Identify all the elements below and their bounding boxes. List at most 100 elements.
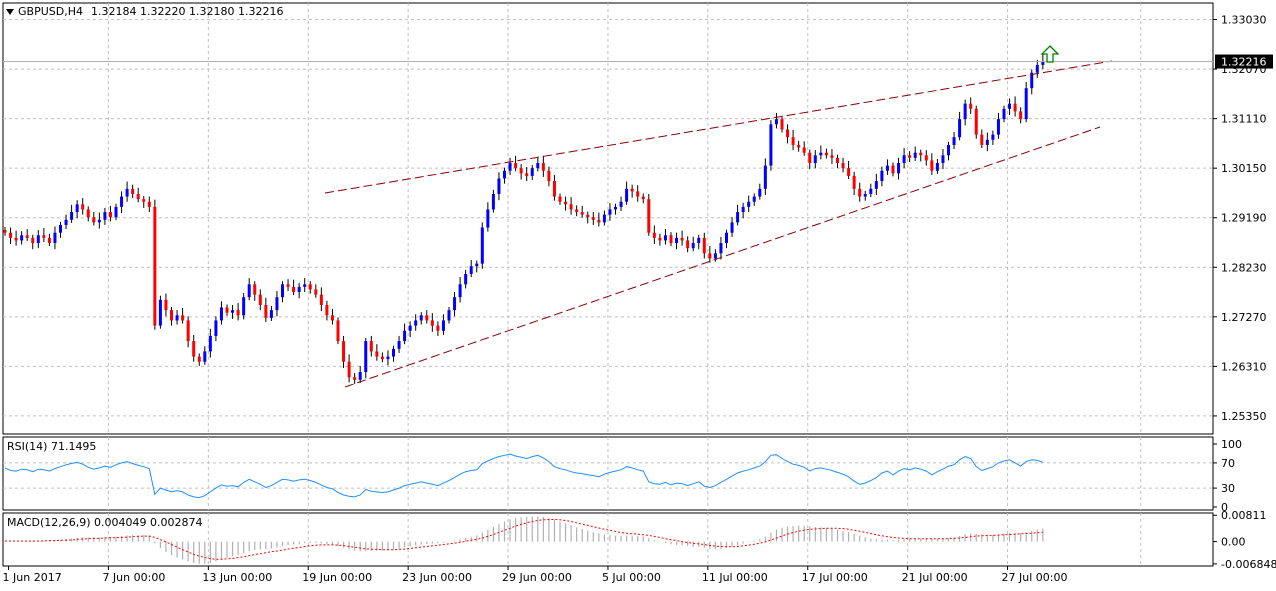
current-price-label: 1.32216 <box>1221 56 1267 69</box>
candle-body <box>64 219 68 225</box>
candle-body <box>380 356 384 360</box>
candle-body <box>275 297 279 311</box>
candle-body <box>397 341 401 349</box>
x-tick-label: 27 Jul 00:00 <box>1002 571 1068 584</box>
x-tick-label: 1 Jun 2017 <box>3 571 62 584</box>
price-tick-label: 1.33030 <box>1221 14 1267 27</box>
candle-body <box>847 168 851 176</box>
candle-body <box>791 137 795 145</box>
candle-body <box>419 315 423 321</box>
candle-body <box>253 284 257 295</box>
candle-body <box>308 284 312 290</box>
candle-body <box>147 201 151 207</box>
candle-body <box>919 152 923 156</box>
candle-body <box>297 286 301 293</box>
x-tick-label: 13 Jun 00:00 <box>202 571 272 584</box>
candle-body <box>392 348 395 357</box>
candle-body <box>192 341 196 357</box>
candle-body <box>841 163 845 169</box>
candle-body <box>353 377 357 380</box>
candle-body <box>652 232 656 238</box>
candle-body <box>108 212 112 218</box>
candle-body <box>142 199 146 202</box>
candle-body <box>347 361 351 378</box>
candle-body <box>208 335 212 352</box>
candle-body <box>891 165 895 174</box>
candle-body <box>480 227 484 264</box>
candle-body <box>680 237 684 241</box>
rsi-tick-label: 100 <box>1221 438 1242 451</box>
candle-body <box>75 204 79 213</box>
candle-body <box>242 297 246 316</box>
macd-tick-label: 0.00811 <box>1221 509 1267 522</box>
candle-body <box>702 237 706 254</box>
price-tick-label: 1.31110 <box>1221 113 1267 126</box>
candle-body <box>1035 64 1039 73</box>
candle-body <box>264 304 268 318</box>
candle-body <box>719 243 723 254</box>
candle-body <box>42 235 46 238</box>
candle-body <box>97 219 101 223</box>
candle-body <box>641 196 645 200</box>
candle-body <box>158 299 162 326</box>
candle-body <box>175 315 179 321</box>
candle-body <box>403 330 407 342</box>
candle-body <box>170 310 173 321</box>
candle-body <box>358 372 362 380</box>
candle-body <box>669 235 673 244</box>
rsi-line <box>4 453 1043 499</box>
candle-body <box>131 188 135 194</box>
price-tick-label: 1.32070 <box>1221 63 1267 76</box>
candle-body <box>863 193 867 197</box>
candle-body <box>36 235 40 244</box>
candle-body <box>1024 88 1028 120</box>
candle-body <box>314 289 318 295</box>
candle-body <box>763 165 767 189</box>
candle-body <box>375 351 379 357</box>
candle-body <box>342 341 346 362</box>
candle-body <box>980 134 984 145</box>
candle-body <box>713 253 717 259</box>
candle-body <box>164 299 168 311</box>
candle-body <box>336 320 340 342</box>
candle-body <box>219 307 223 321</box>
candle-body <box>1041 61 1045 65</box>
candle-body <box>430 320 434 326</box>
candle-body <box>597 219 601 223</box>
candle-body <box>114 206 118 218</box>
candle-body <box>103 212 107 220</box>
candle-body <box>769 124 773 166</box>
x-tick-label: 17 Jul 00:00 <box>802 571 868 584</box>
candle-body <box>386 356 390 360</box>
candle-body <box>725 232 728 244</box>
candle-body <box>630 188 634 192</box>
candle-body <box>885 165 889 171</box>
macd-tick-label: -0.006848 <box>1221 558 1276 571</box>
candle-body <box>125 188 129 197</box>
candle-body <box>547 170 551 182</box>
x-tick-label: 5 Jul 00:00 <box>602 571 661 584</box>
candle-body <box>92 217 96 223</box>
ohlc-readout: 1.32184 1.32220 1.32180 1.32216 <box>91 5 283 18</box>
candle-body <box>958 119 962 138</box>
candle-body <box>836 157 839 164</box>
price-tick-label: 1.27270 <box>1221 311 1267 324</box>
candle-body <box>369 341 373 352</box>
lower-trendline <box>344 126 1101 388</box>
candle-body <box>319 294 323 305</box>
x-tick-label: 21 Jul 00:00 <box>902 571 968 584</box>
candle-body <box>858 188 862 197</box>
candle-body <box>1008 103 1012 109</box>
candle-body <box>136 193 140 200</box>
rsi-tick-label: 0 <box>1221 501 1228 514</box>
candle-body <box>214 320 218 336</box>
candle-body <box>736 212 740 223</box>
candle-body <box>59 224 62 233</box>
candle-body <box>408 325 412 331</box>
price-tick-label: 1.30150 <box>1221 162 1267 175</box>
candle-body <box>830 155 834 158</box>
candle-body <box>486 209 490 228</box>
candle-body <box>81 204 85 210</box>
